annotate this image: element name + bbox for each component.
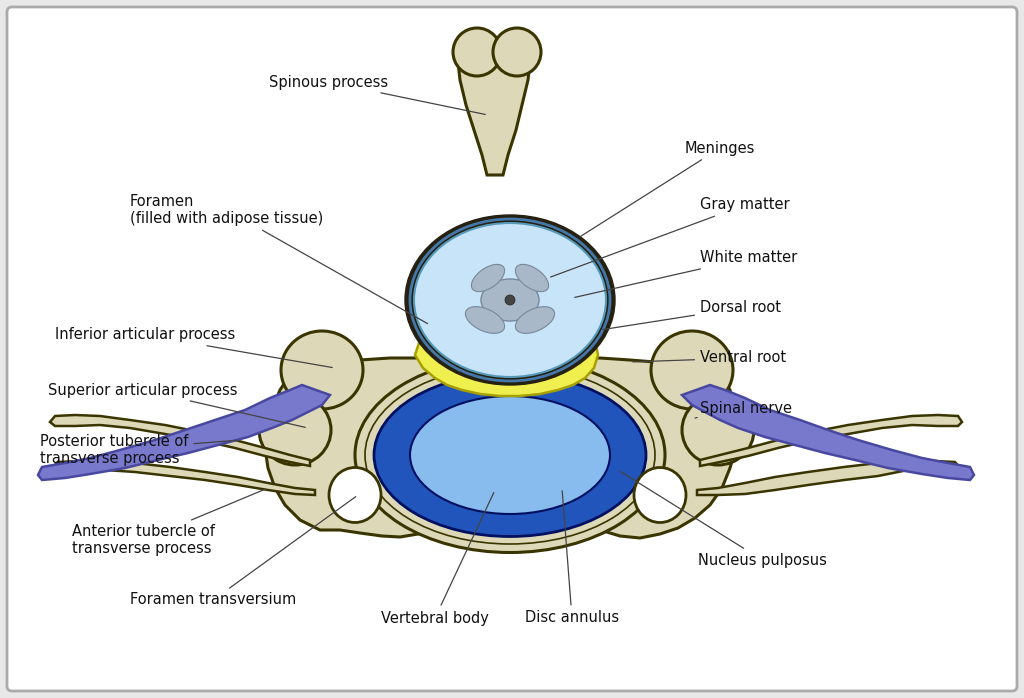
Ellipse shape: [682, 395, 754, 465]
Ellipse shape: [515, 265, 549, 292]
Polygon shape: [458, 38, 530, 175]
Ellipse shape: [374, 373, 646, 537]
Ellipse shape: [281, 331, 362, 409]
Polygon shape: [52, 461, 315, 495]
Text: Anterior tubercle of
transverse process: Anterior tubercle of transverse process: [72, 489, 265, 556]
Polygon shape: [265, 358, 738, 538]
Ellipse shape: [515, 306, 555, 334]
FancyBboxPatch shape: [7, 7, 1017, 691]
Ellipse shape: [651, 331, 733, 409]
Ellipse shape: [406, 215, 615, 385]
Text: Spinous process: Spinous process: [269, 75, 485, 114]
Text: Inferior articular process: Inferior articular process: [55, 327, 332, 368]
Ellipse shape: [355, 357, 665, 553]
Polygon shape: [682, 385, 974, 480]
Text: Disc annulus: Disc annulus: [525, 491, 620, 625]
Ellipse shape: [414, 223, 606, 377]
Polygon shape: [700, 415, 962, 466]
Ellipse shape: [505, 295, 515, 305]
Polygon shape: [415, 294, 598, 396]
Ellipse shape: [453, 28, 501, 76]
Text: Foramen transversium: Foramen transversium: [130, 497, 355, 607]
Ellipse shape: [493, 28, 541, 76]
Text: Meninges: Meninges: [581, 140, 756, 237]
Polygon shape: [697, 461, 961, 495]
Text: White matter: White matter: [574, 251, 798, 297]
Ellipse shape: [481, 279, 539, 321]
Text: Ventral root: Ventral root: [633, 350, 786, 366]
Ellipse shape: [410, 396, 610, 514]
Text: Nucleus pulposus: Nucleus pulposus: [621, 471, 826, 567]
Ellipse shape: [466, 306, 505, 334]
Ellipse shape: [471, 265, 505, 292]
Text: Posterior tubercle of
transverse process: Posterior tubercle of transverse process: [40, 433, 238, 466]
Ellipse shape: [259, 395, 331, 465]
Text: Dorsal root: Dorsal root: [603, 301, 781, 329]
Ellipse shape: [329, 468, 381, 523]
Text: Superior articular process: Superior articular process: [48, 383, 305, 427]
Ellipse shape: [634, 468, 686, 523]
Text: Vertebral body: Vertebral body: [381, 493, 494, 625]
Polygon shape: [50, 415, 310, 466]
Text: Foramen
(filled with adipose tissue): Foramen (filled with adipose tissue): [130, 194, 428, 324]
Polygon shape: [38, 385, 330, 480]
Text: Gray matter: Gray matter: [551, 198, 790, 277]
Text: Spinal nerve: Spinal nerve: [695, 401, 792, 418]
